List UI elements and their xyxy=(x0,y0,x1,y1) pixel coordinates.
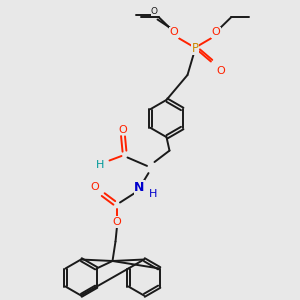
Text: O: O xyxy=(118,125,127,135)
Text: O: O xyxy=(151,7,158,16)
Text: H: H xyxy=(96,160,104,170)
Text: P: P xyxy=(191,41,199,55)
Text: N: N xyxy=(134,181,145,194)
Text: O: O xyxy=(91,182,100,192)
Text: O: O xyxy=(112,217,122,227)
Text: O: O xyxy=(212,27,220,38)
Text: H: H xyxy=(149,189,157,199)
Text: O: O xyxy=(216,65,225,76)
Text: O: O xyxy=(169,27,178,38)
